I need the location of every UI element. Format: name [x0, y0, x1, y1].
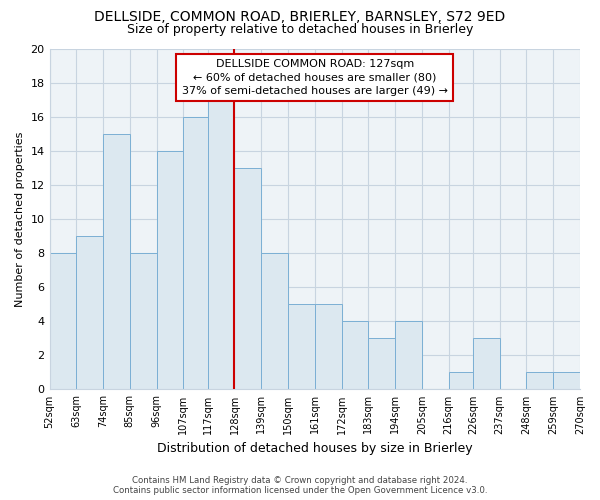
Bar [526, 372, 553, 390]
Text: DELLSIDE COMMON ROAD: 127sqm
← 60% of detached houses are smaller (80)
37% of se: DELLSIDE COMMON ROAD: 127sqm ← 60% of de… [182, 59, 448, 96]
Text: Contains HM Land Registry data © Crown copyright and database right 2024.
Contai: Contains HM Land Registry data © Crown c… [113, 476, 487, 495]
Text: Size of property relative to detached houses in Brierley: Size of property relative to detached ho… [127, 22, 473, 36]
Bar [288, 304, 315, 390]
Bar [157, 151, 184, 390]
Bar [368, 338, 395, 390]
Bar [184, 117, 208, 390]
Bar [130, 254, 157, 390]
Bar [315, 304, 341, 390]
Bar [341, 322, 368, 390]
Bar [553, 372, 580, 390]
Bar [473, 338, 500, 390]
Bar [208, 100, 235, 390]
Bar [50, 254, 76, 390]
Bar [235, 168, 261, 390]
Bar [103, 134, 130, 390]
Bar [449, 372, 473, 390]
X-axis label: Distribution of detached houses by size in Brierley: Distribution of detached houses by size … [157, 442, 473, 455]
Bar [261, 254, 288, 390]
Bar [395, 322, 422, 390]
Text: DELLSIDE, COMMON ROAD, BRIERLEY, BARNSLEY, S72 9ED: DELLSIDE, COMMON ROAD, BRIERLEY, BARNSLE… [94, 10, 506, 24]
Bar [76, 236, 103, 390]
Y-axis label: Number of detached properties: Number of detached properties [15, 132, 25, 307]
